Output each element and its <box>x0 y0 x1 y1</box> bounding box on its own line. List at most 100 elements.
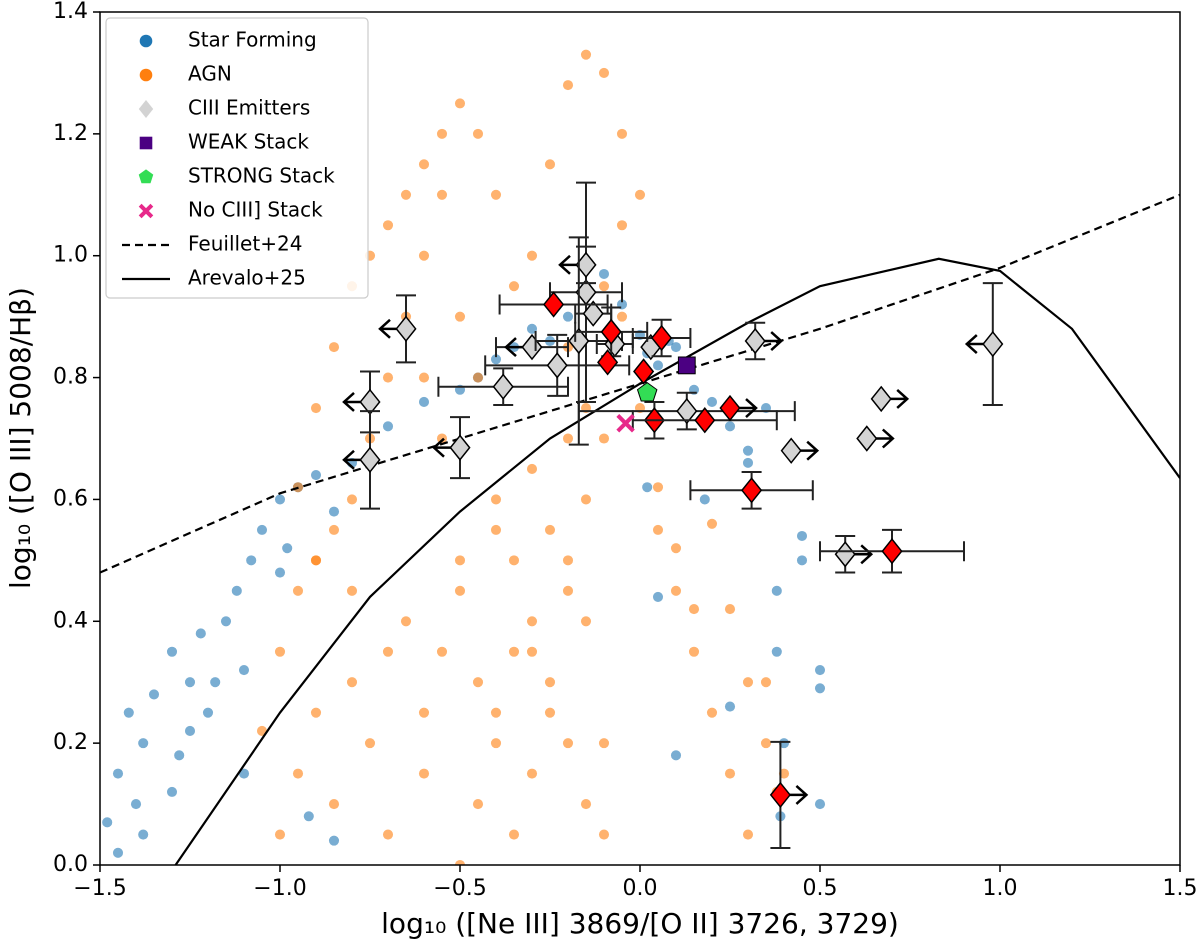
point <box>436 189 448 200</box>
point <box>310 470 322 481</box>
point <box>616 128 628 139</box>
point <box>490 494 502 505</box>
point <box>274 829 286 840</box>
legend-marker <box>139 68 153 82</box>
point <box>582 300 604 327</box>
point <box>760 738 772 749</box>
point <box>454 585 466 596</box>
point <box>418 768 430 779</box>
point <box>238 664 250 676</box>
x-tick-label: 0.5 <box>803 876 838 901</box>
point <box>834 541 856 568</box>
point <box>454 98 466 109</box>
point <box>166 786 178 797</box>
point <box>328 524 340 535</box>
point <box>778 738 790 749</box>
point <box>688 604 700 615</box>
point <box>771 585 782 596</box>
point <box>382 220 394 231</box>
point <box>526 463 538 475</box>
point <box>544 524 556 535</box>
x-tick-label: −0.5 <box>433 876 486 901</box>
point <box>492 373 514 400</box>
x-tick-label: −1.0 <box>253 876 306 901</box>
point <box>123 707 134 718</box>
point <box>568 327 590 355</box>
point <box>744 327 766 355</box>
point <box>652 482 664 493</box>
point <box>982 330 1004 358</box>
point <box>526 616 538 627</box>
x-axis-label: log₁₀ ([Ne III] 3869/[O II] 3726, 3729) <box>381 907 899 940</box>
point <box>328 799 340 810</box>
point <box>418 707 430 718</box>
point <box>238 768 250 779</box>
y-tick-label: 1.2 <box>53 121 88 146</box>
legend-label: Star Forming <box>188 28 317 52</box>
point <box>597 349 619 376</box>
point <box>382 421 394 432</box>
point <box>706 396 718 407</box>
point <box>382 829 394 840</box>
point <box>814 683 826 694</box>
x-tick-label: 1.5 <box>1163 876 1198 901</box>
point <box>346 677 358 688</box>
point <box>562 555 574 566</box>
point <box>454 311 466 322</box>
point <box>148 689 160 700</box>
point <box>580 494 592 505</box>
point <box>677 356 696 375</box>
point <box>112 847 124 858</box>
point <box>166 646 178 657</box>
point <box>651 324 673 352</box>
point <box>210 677 221 688</box>
point <box>328 835 340 846</box>
point <box>382 646 394 657</box>
point <box>202 707 214 718</box>
point <box>102 817 113 828</box>
point <box>652 360 664 371</box>
point <box>562 738 574 749</box>
point <box>472 799 484 810</box>
legend-label: AGN <box>188 62 232 86</box>
point <box>706 518 718 529</box>
point <box>436 646 448 657</box>
point <box>778 768 790 779</box>
point <box>526 250 538 261</box>
legend-label: Feuillet+24 <box>188 232 302 256</box>
point <box>395 315 417 343</box>
point <box>112 768 124 779</box>
point <box>400 189 412 200</box>
legend-label: No CIII] Stack <box>188 198 323 222</box>
point <box>526 646 538 657</box>
point <box>310 707 322 718</box>
point <box>490 738 502 749</box>
point <box>274 567 286 578</box>
y-tick-label: 1.4 <box>53 0 88 24</box>
legend: Star Forming AGN CIII Emitters WEAK Stack ST… <box>105 17 369 299</box>
point <box>543 291 565 318</box>
point <box>719 394 741 422</box>
point <box>246 555 257 566</box>
legend-box <box>105 17 369 299</box>
point <box>184 725 196 736</box>
point <box>174 750 185 761</box>
point <box>616 220 628 231</box>
overlay: −1.5 −1.0 −0.5 0.0 0.5 1.0 1.5 0.0 0.2 0.4 0.6 0.8 1… <box>53 0 1198 901</box>
point <box>670 342 682 353</box>
point <box>760 677 772 688</box>
y-tick-label: 0.2 <box>53 730 88 755</box>
point <box>418 372 430 383</box>
point <box>454 859 466 865</box>
x-tick-label: 1.0 <box>983 876 1018 901</box>
point <box>292 585 304 596</box>
point <box>346 494 358 505</box>
point <box>856 425 878 452</box>
point <box>346 585 358 596</box>
point <box>544 159 556 170</box>
legend-label: STRONG Stack <box>188 164 335 188</box>
point <box>400 616 412 627</box>
point <box>771 646 782 657</box>
y-axis-label: log₁₀ ([O III] 5008/Hβ) <box>4 287 37 589</box>
point <box>303 811 314 822</box>
